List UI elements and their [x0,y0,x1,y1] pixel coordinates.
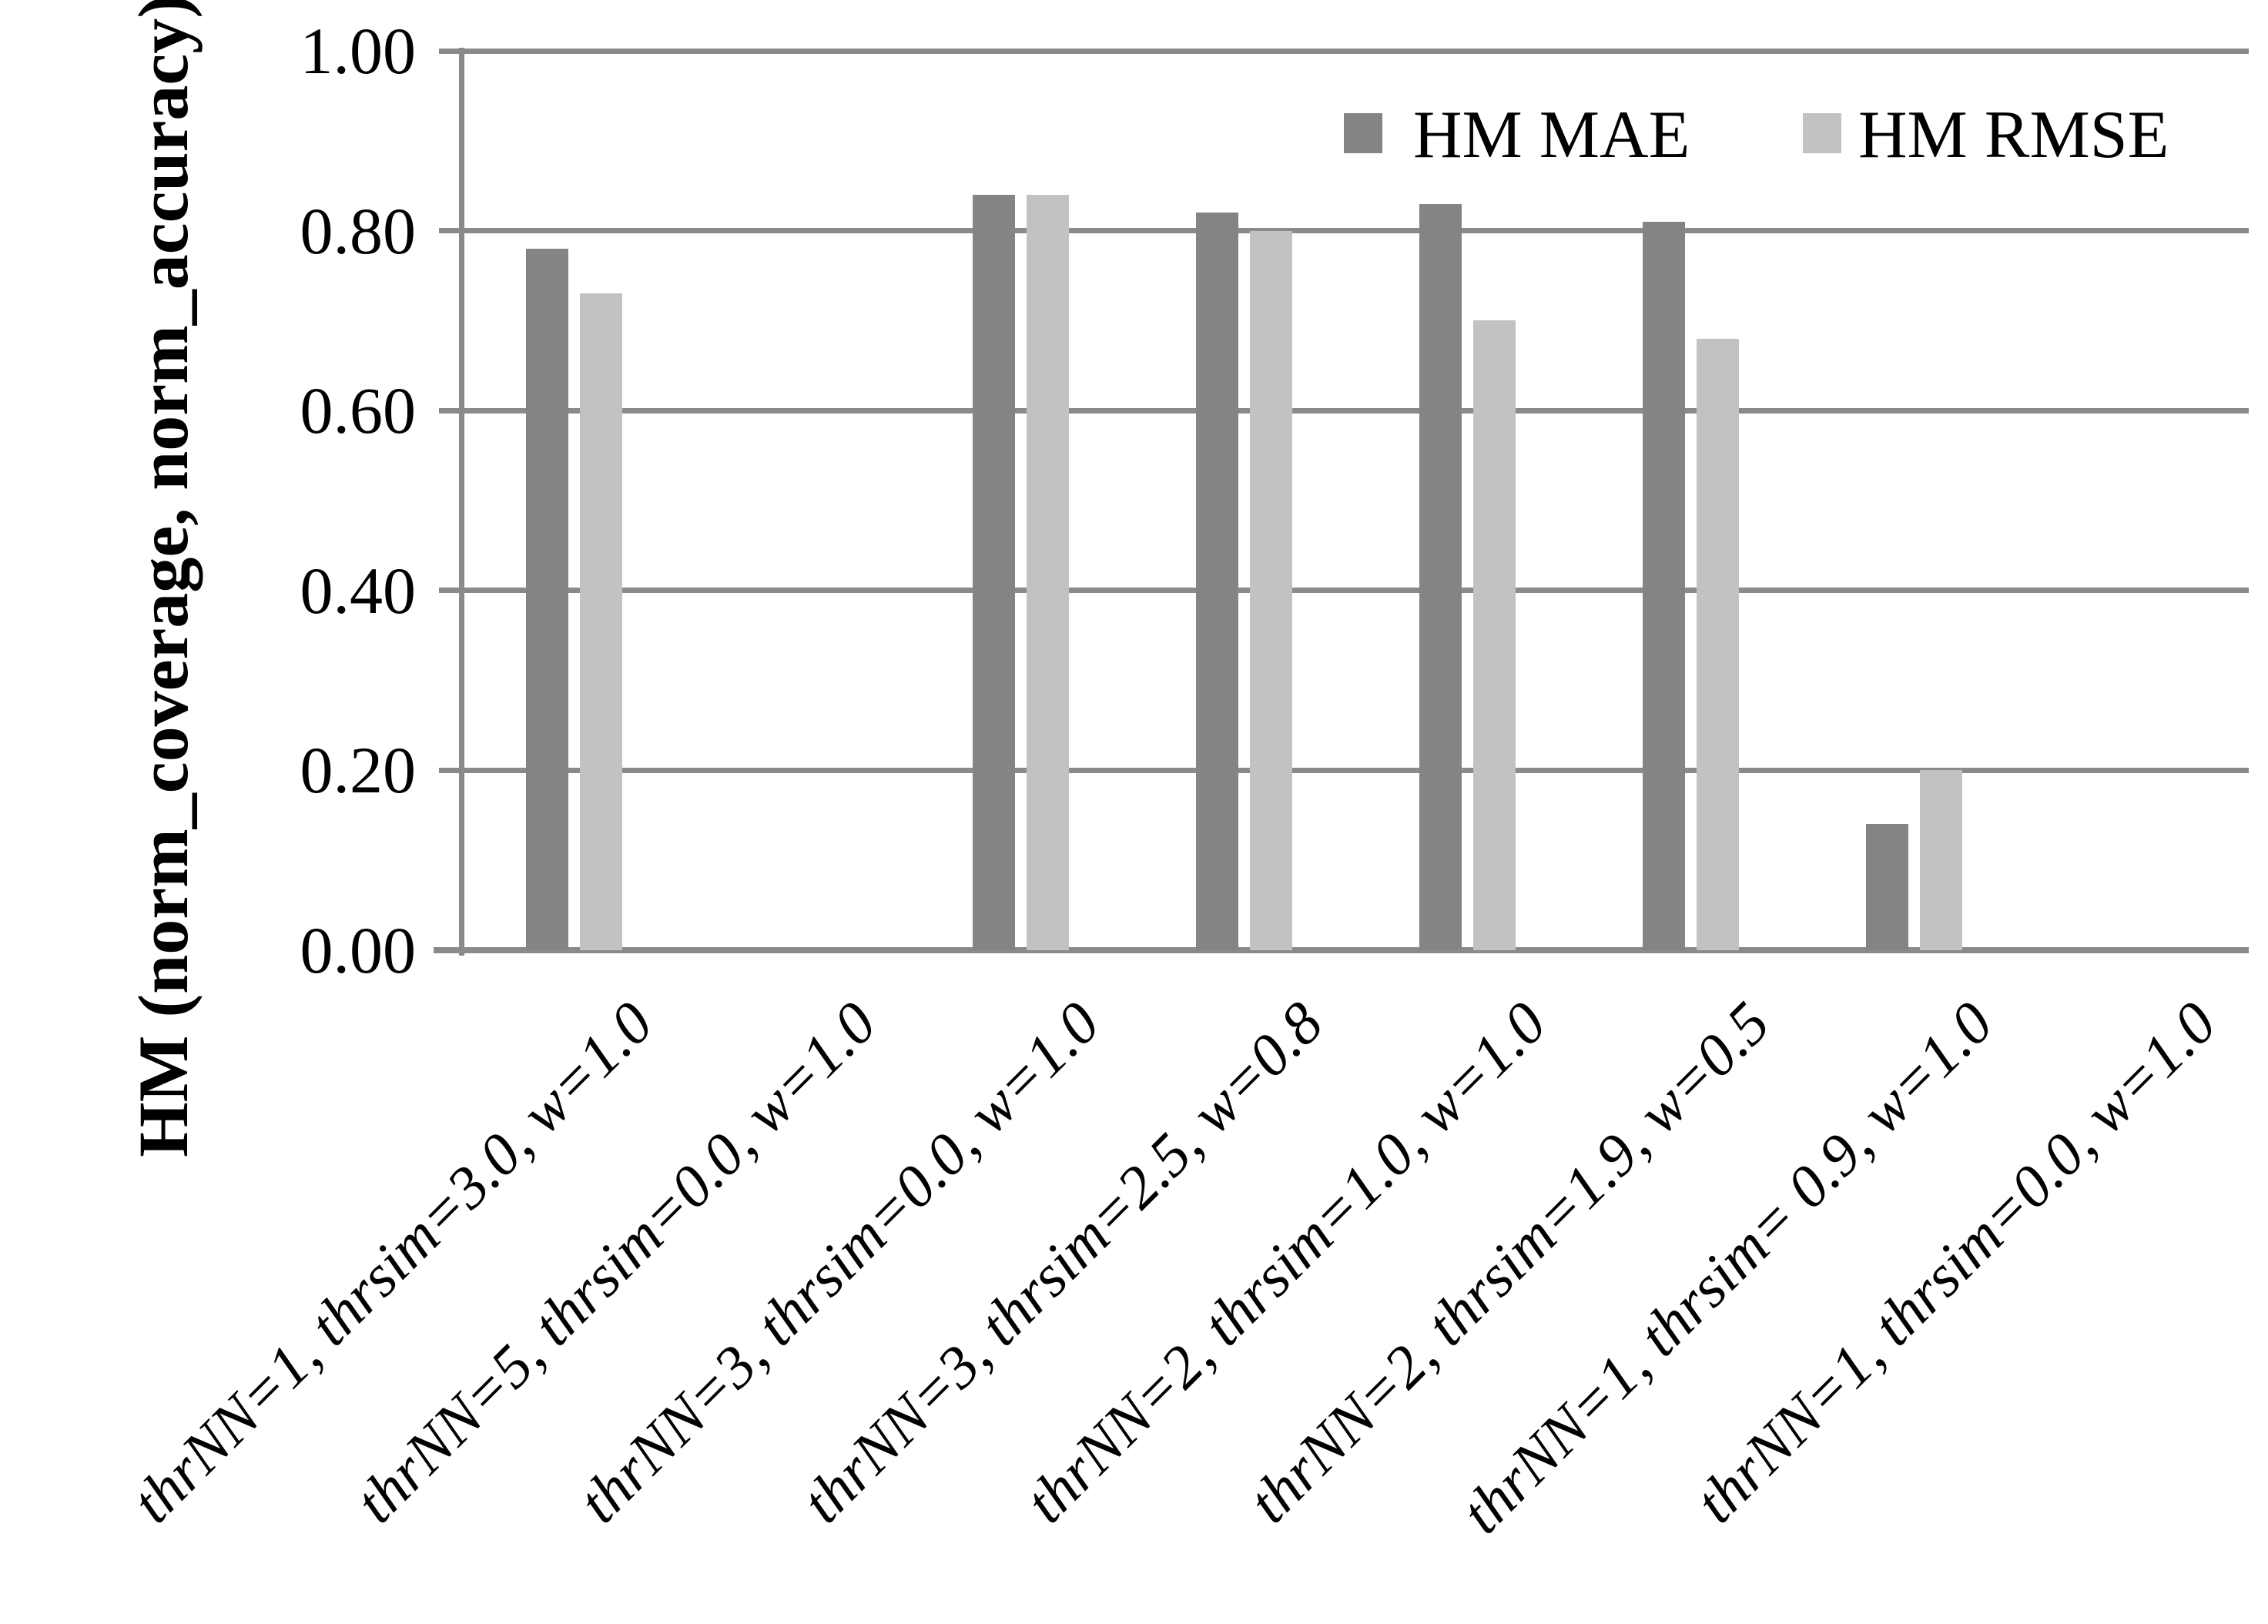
bar-hm-rmse-cat7 [1919,770,1962,950]
y-axis-tick [439,767,462,773]
x-axis-line [434,947,2249,953]
gridline [462,228,2249,234]
y-tick-label: 0.60 [300,373,417,448]
bar-hm-rmse-cat6 [1696,338,1739,950]
y-tick-label: 0.40 [300,553,417,628]
y-axis-tick [439,588,462,594]
y-tick-label: 0.00 [300,913,417,987]
bar-hm-mae-cat5 [1419,203,1462,950]
y-tick-label: 0.80 [300,193,417,268]
legend-label-hm-mae: HM MAE [1413,98,1690,172]
y-axis-tick [439,228,462,234]
legend-swatch-hm-mae [1344,113,1382,153]
bar-hm-mae-cat6 [1642,221,1685,950]
y-axis-tick [439,947,462,953]
legend-label-hm-rmse: HM RMSE [1858,98,2169,172]
y-axis-tick [439,48,462,54]
bar-hm-rmse-cat4 [1249,230,1292,950]
y-axis-line [459,48,464,956]
bar-hm-rmse-cat3 [1026,194,1069,950]
y-axis-tick [439,407,462,414]
gridline [462,48,2249,54]
bar-hm-mae-cat4 [1195,213,1238,950]
bar-hm-rmse-cat1 [579,293,622,950]
gridline [462,407,2249,414]
bar-hm-mae-cat3 [972,194,1015,950]
bar-hm-mae-cat1 [525,248,568,950]
y-tick-label: 1.00 [300,14,417,88]
bar-hm-rmse-cat5 [1472,320,1516,950]
y-tick-label: 0.20 [300,733,417,808]
legend-swatch-hm-rmse [1803,113,1841,153]
bar-hm-mae-cat7 [1865,824,1908,950]
gridline [462,588,2249,594]
gridline [462,767,2249,773]
